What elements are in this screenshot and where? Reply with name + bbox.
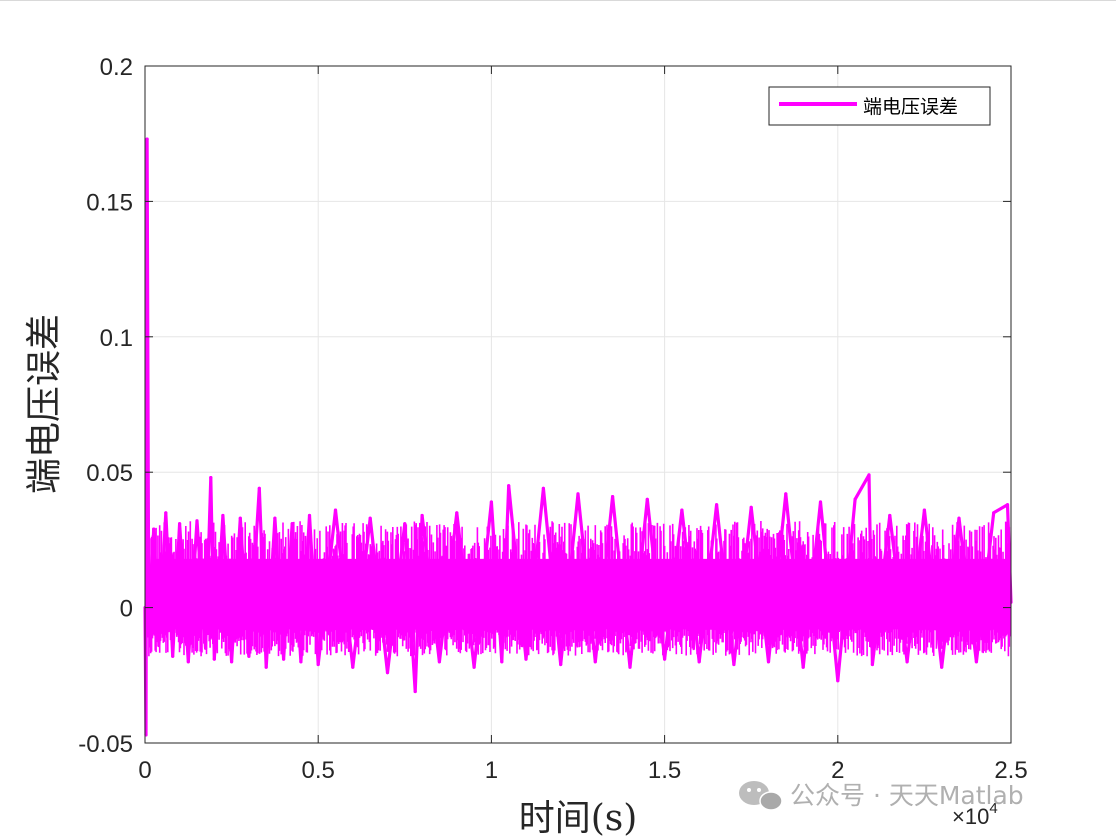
y-tick-label: -0.05 bbox=[78, 731, 133, 758]
data-point bbox=[500, 660, 504, 664]
data-point bbox=[940, 665, 944, 669]
y-tick-label: 0.05 bbox=[86, 460, 133, 487]
x-axis-title: 时间(s) bbox=[519, 798, 638, 839]
data-point bbox=[316, 662, 320, 667]
data-point bbox=[178, 522, 182, 526]
data-point bbox=[333, 508, 338, 512]
data-point bbox=[282, 657, 286, 661]
data-point bbox=[611, 495, 615, 499]
wechat-icon bbox=[739, 781, 783, 811]
watermark-text: 公众号 · 天天Matlab bbox=[790, 781, 1024, 810]
data-point bbox=[870, 662, 875, 667]
data-point bbox=[437, 660, 441, 664]
data-point bbox=[957, 516, 961, 520]
data-point bbox=[257, 486, 261, 490]
data-point bbox=[157, 643, 161, 648]
x-multiplier-base: ×10 bbox=[952, 804, 989, 829]
data-point bbox=[264, 665, 268, 669]
data-point bbox=[628, 665, 632, 669]
data-point bbox=[351, 665, 355, 669]
data-point bbox=[290, 522, 294, 526]
x-tick-label: 1 bbox=[485, 757, 498, 784]
data-point bbox=[420, 513, 424, 518]
data-point bbox=[715, 503, 719, 507]
x-tick-label: 0.5 bbox=[302, 757, 335, 784]
data-point bbox=[732, 662, 736, 667]
plot-frame bbox=[144, 65, 1012, 744]
data-point bbox=[212, 657, 216, 661]
y-tick-label: 0.15 bbox=[86, 189, 133, 216]
data-point bbox=[489, 500, 493, 504]
data-point bbox=[146, 551, 151, 556]
data-point bbox=[559, 662, 563, 667]
data-point bbox=[385, 671, 390, 675]
data-point bbox=[524, 657, 528, 661]
data-point bbox=[368, 516, 372, 520]
data-point bbox=[472, 665, 476, 669]
data-point bbox=[697, 660, 701, 664]
data-point bbox=[784, 492, 788, 496]
data-point bbox=[152, 527, 156, 531]
data-point bbox=[299, 660, 303, 664]
data-point bbox=[645, 497, 649, 501]
data-point bbox=[576, 492, 580, 496]
data-point bbox=[209, 476, 213, 480]
x-tick-label: 1.5 bbox=[648, 757, 681, 784]
y-tick-label: 0.1 bbox=[100, 325, 133, 352]
data-point bbox=[974, 660, 979, 664]
data-point bbox=[238, 516, 242, 520]
data-point bbox=[749, 505, 753, 509]
data-point bbox=[273, 516, 277, 520]
data-point bbox=[221, 513, 225, 518]
data-point bbox=[145, 137, 149, 141]
y-axis-title: 端电压误差 bbox=[24, 314, 65, 494]
x-tick-label: 2.5 bbox=[994, 757, 1027, 784]
x-multiplier-exponent: 4 bbox=[989, 800, 997, 817]
y-tick-label: 0 bbox=[120, 596, 133, 623]
data-point bbox=[680, 508, 684, 512]
y-tick-label: 0.2 bbox=[100, 54, 133, 81]
x-tick-label: 2 bbox=[831, 757, 844, 784]
data-point bbox=[171, 654, 175, 658]
data-point bbox=[195, 519, 199, 523]
data-point bbox=[818, 500, 823, 504]
data-point bbox=[836, 679, 840, 683]
data-point bbox=[164, 511, 168, 515]
series-layer bbox=[143, 137, 1013, 737]
x-tick-label: 0 bbox=[138, 757, 151, 784]
data-point bbox=[853, 497, 857, 501]
watermark: 公众号 · 天天Matlab bbox=[739, 781, 1024, 811]
legend-label: 端电压误差 bbox=[863, 96, 958, 118]
data-point bbox=[905, 660, 909, 664]
data-point bbox=[403, 522, 407, 526]
data-point bbox=[541, 486, 546, 490]
data-point bbox=[663, 657, 667, 661]
data-point bbox=[1005, 503, 1010, 507]
data-point bbox=[867, 473, 871, 477]
data-point bbox=[455, 511, 459, 515]
data-point bbox=[413, 689, 417, 694]
data-point bbox=[230, 660, 234, 664]
data-point bbox=[801, 665, 805, 669]
x-multiplier: ×104 bbox=[952, 800, 998, 829]
data-point bbox=[922, 508, 927, 512]
top-border bbox=[0, 0, 1116, 1]
ticks bbox=[144, 65, 1012, 744]
data-point bbox=[888, 513, 892, 518]
data-point bbox=[507, 484, 511, 488]
data-point bbox=[204, 646, 208, 650]
data-point bbox=[992, 511, 996, 515]
data-point bbox=[307, 513, 312, 518]
data-point bbox=[766, 660, 771, 664]
data-point bbox=[593, 660, 597, 664]
data-point bbox=[186, 660, 190, 664]
legend: 端电压误差 bbox=[768, 86, 991, 126]
data-point bbox=[247, 654, 251, 658]
